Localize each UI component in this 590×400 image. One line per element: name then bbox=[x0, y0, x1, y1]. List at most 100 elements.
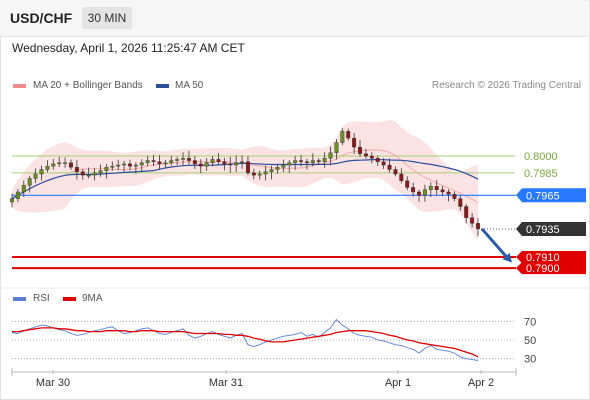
candle-body bbox=[381, 161, 386, 166]
candle bbox=[10, 193, 14, 208]
candle-body bbox=[228, 163, 233, 166]
bollinger-legend: MA 20 + Bollinger Bands bbox=[33, 80, 143, 91]
candle-body bbox=[322, 158, 327, 162]
candle-body bbox=[69, 162, 73, 168]
candle bbox=[192, 155, 197, 169]
candle bbox=[33, 168, 38, 184]
candle-body bbox=[281, 164, 286, 168]
candle-body bbox=[428, 186, 433, 190]
candle bbox=[128, 159, 132, 171]
candle bbox=[39, 165, 44, 181]
candle bbox=[440, 185, 445, 197]
candle bbox=[281, 159, 286, 172]
candle bbox=[133, 162, 138, 174]
candle bbox=[381, 158, 386, 169]
candle bbox=[334, 139, 339, 160]
candle bbox=[470, 213, 475, 228]
candle bbox=[405, 176, 410, 191]
timestamp: Wednesday, April 1, 2026 11:25:47 AM CET bbox=[12, 41, 245, 55]
candle-body bbox=[86, 174, 91, 177]
candle-body bbox=[304, 161, 309, 163]
ma50-line bbox=[11, 158, 479, 200]
candle bbox=[352, 132, 357, 154]
candle-body bbox=[275, 167, 280, 170]
timeframe-button[interactable]: 30 MIN bbox=[82, 7, 132, 29]
rsi-tick-label: 70 bbox=[524, 316, 536, 328]
candle bbox=[328, 146, 333, 166]
candle bbox=[222, 157, 227, 171]
candle-body bbox=[27, 178, 32, 186]
candle-body bbox=[116, 164, 121, 167]
candle bbox=[464, 204, 469, 224]
candle bbox=[186, 150, 191, 165]
candle bbox=[458, 195, 463, 211]
candle-body bbox=[175, 159, 180, 161]
rsi-ma-swatch bbox=[63, 297, 76, 301]
candle-body bbox=[104, 167, 109, 171]
candle bbox=[169, 155, 174, 166]
candle-body bbox=[334, 142, 339, 153]
candle-body bbox=[287, 162, 292, 166]
candle bbox=[210, 155, 215, 167]
candle-body bbox=[192, 160, 197, 165]
candle-body bbox=[363, 153, 368, 157]
candle bbox=[387, 158, 392, 173]
bollinger-swatch bbox=[13, 84, 26, 88]
rsi-ma-line bbox=[12, 327, 479, 358]
candle-body bbox=[458, 198, 463, 207]
candle-body bbox=[51, 163, 56, 167]
candle-body bbox=[316, 160, 321, 162]
candle bbox=[145, 155, 150, 167]
candle-body bbox=[470, 217, 475, 224]
x-tick-label: Mar 31 bbox=[209, 377, 243, 389]
candle bbox=[399, 168, 404, 184]
last-price-tag bbox=[516, 221, 586, 236]
candle bbox=[316, 158, 321, 165]
candle-body bbox=[74, 167, 79, 172]
support-tag bbox=[516, 250, 586, 263]
support-tag bbox=[516, 262, 586, 275]
candle-body bbox=[210, 159, 215, 163]
candle bbox=[245, 156, 250, 176]
candle-body bbox=[417, 191, 421, 196]
candle-body bbox=[33, 173, 38, 179]
candle-body bbox=[269, 169, 274, 172]
rsi-tick-label: 50 bbox=[524, 335, 536, 347]
candle bbox=[216, 153, 221, 165]
candle bbox=[322, 152, 327, 168]
rsi-ma-legend: 9MA bbox=[82, 293, 103, 304]
candle-body bbox=[57, 162, 62, 165]
candle bbox=[275, 164, 280, 174]
candle bbox=[63, 157, 68, 168]
candle bbox=[51, 158, 56, 170]
candle-body bbox=[45, 165, 50, 170]
candle bbox=[27, 175, 32, 193]
candle bbox=[346, 128, 351, 141]
copyright: Research © 2026 Trading Central bbox=[431, 80, 581, 91]
support-label: 0.7910 bbox=[526, 252, 560, 264]
candle bbox=[139, 159, 144, 173]
candle bbox=[369, 152, 374, 164]
rsi-swatch bbox=[13, 297, 26, 301]
candle bbox=[92, 168, 97, 181]
ma50-swatch bbox=[156, 84, 169, 88]
candle-body bbox=[340, 131, 345, 143]
candle bbox=[299, 155, 304, 167]
candle bbox=[434, 180, 439, 196]
candle bbox=[446, 189, 451, 202]
candle-body bbox=[358, 146, 362, 155]
candle-body bbox=[393, 169, 398, 175]
candle bbox=[422, 184, 427, 202]
rsi-tick-label: 30 bbox=[524, 354, 536, 366]
candle-body bbox=[399, 173, 404, 181]
candle-body bbox=[15, 191, 20, 199]
candle bbox=[69, 159, 73, 170]
candle-body bbox=[63, 162, 68, 164]
candle bbox=[358, 140, 362, 157]
candle bbox=[363, 148, 368, 159]
candle-body bbox=[163, 162, 168, 165]
candle-body bbox=[92, 172, 97, 176]
candle-body bbox=[39, 169, 44, 175]
candle-body bbox=[80, 171, 85, 176]
candle-body bbox=[375, 158, 380, 162]
